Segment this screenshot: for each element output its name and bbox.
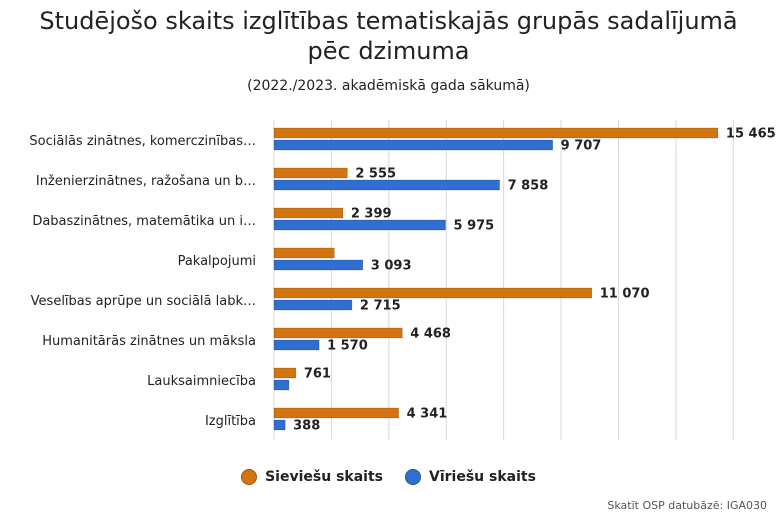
bar: [273, 259, 364, 271]
bar: [273, 327, 403, 339]
bar: [273, 139, 553, 151]
legend-label-men: Vīriešu skaits: [428, 469, 536, 485]
data-label: 3 093: [371, 259, 412, 274]
category-label: Veselības aprūpe un sociālā labk…: [31, 294, 256, 309]
data-label: 761: [304, 367, 331, 382]
data-label: 2 399: [351, 207, 392, 222]
bar: [273, 127, 719, 139]
data-label: 388: [293, 419, 320, 434]
chart-subtitle: (2022./2023. akadēmiskā gada sākumā): [247, 78, 530, 94]
bar: [273, 207, 344, 219]
category-label: Lauksaimniecība: [147, 374, 256, 389]
chart-title-line-2: pēc dzimuma: [307, 37, 470, 65]
category-label: Dabaszinātnes, matemātika un i…: [32, 214, 256, 229]
data-label: 4 468: [410, 327, 451, 342]
bar: [273, 339, 320, 351]
category-label: Sociālās zinātnes, komerczinības…: [29, 134, 256, 149]
bar: [273, 407, 399, 419]
category-label: Inženierzinātnes, ražošana un b…: [36, 174, 256, 189]
data-label: 7 858: [508, 179, 549, 194]
bar: [273, 379, 290, 391]
bar: [273, 287, 593, 299]
chart-title: Studējošo skaits izglītības tematiskajās…: [0, 6, 777, 66]
bar: [273, 419, 286, 431]
category-label: Humanitārās zinātnes un māksla: [42, 334, 256, 349]
bar: [273, 299, 353, 311]
bar: [273, 167, 348, 179]
data-label: 15 465: [726, 127, 776, 142]
data-label: 1 570: [327, 339, 368, 354]
data-label: 4 341: [407, 407, 448, 422]
bar: [273, 219, 446, 231]
chart-title-line-1: Studējošo skaits izglītības tematiskajās…: [39, 7, 738, 35]
legend-item-women[interactable]: Sieviešu skaits: [241, 469, 383, 485]
data-label: 2 715: [360, 299, 401, 314]
data-label: 11 070: [600, 287, 650, 302]
data-label: 5 975: [454, 219, 495, 234]
data-label: 9 707: [561, 139, 602, 154]
bar: [273, 247, 335, 259]
bar: [273, 367, 297, 379]
legend-label-women: Sieviešu skaits: [265, 469, 383, 485]
chart-legend: Sieviešu skaits Vīriešu skaits: [0, 469, 777, 485]
bar: [273, 179, 500, 191]
category-label: Pakalpojumi: [178, 254, 256, 269]
legend-marker-men: [404, 469, 421, 485]
legend-marker-women: [241, 469, 258, 485]
legend-item-men[interactable]: Vīriešu skaits: [404, 469, 536, 485]
data-label: 2 555: [355, 167, 396, 182]
category-label: Izglītība: [205, 414, 256, 429]
source-link[interactable]: Skatīt OSP datubāzē: IGA030: [607, 499, 767, 512]
